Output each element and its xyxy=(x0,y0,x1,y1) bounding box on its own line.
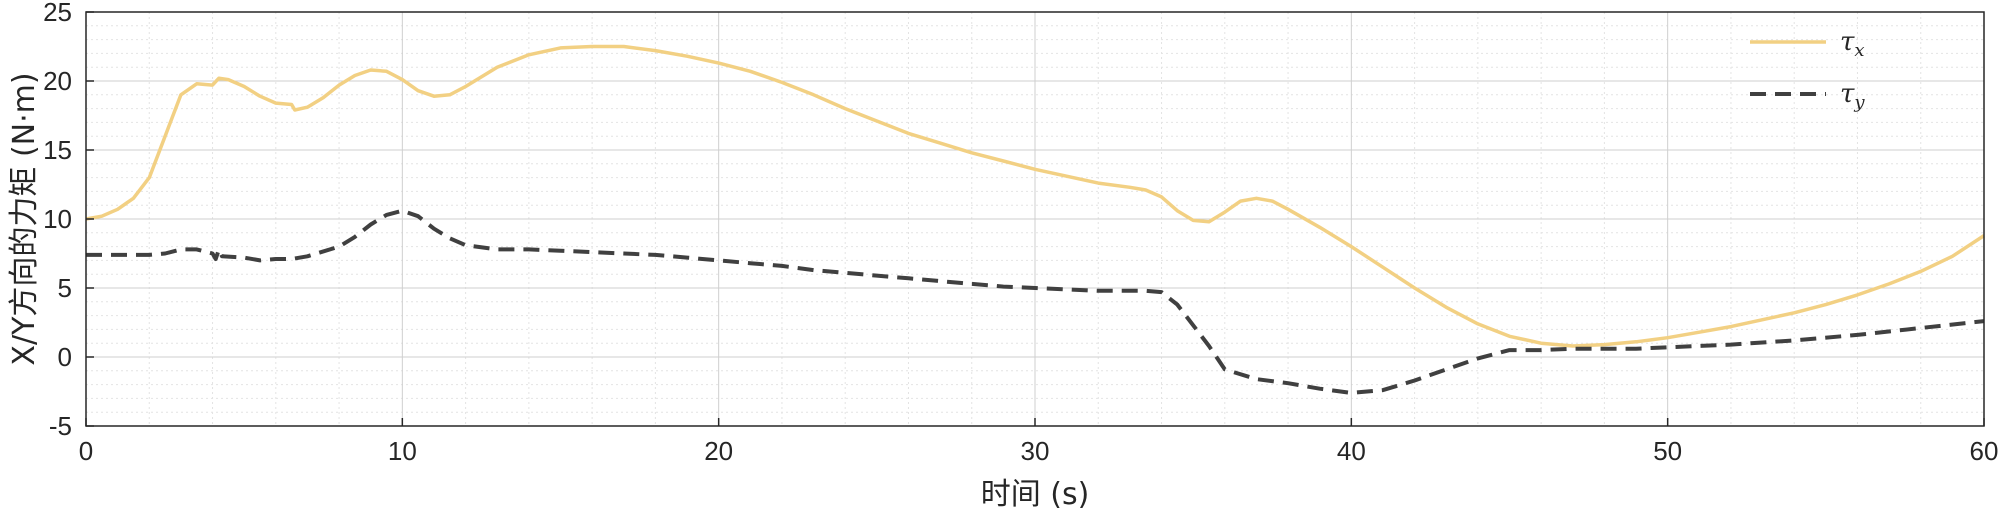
y-axis-label: X/Y方向的力矩 (N·m) xyxy=(7,72,42,365)
x-tick-label: 40 xyxy=(1337,436,1366,466)
x-tick-label: 60 xyxy=(1970,436,1999,466)
x-tick-label: 0 xyxy=(79,436,93,466)
series-line-τy xyxy=(86,208,1985,395)
x-axis-label: 时间 (s) xyxy=(981,477,1090,512)
x-tick-label: 10 xyxy=(388,436,417,466)
x-tick-label: 30 xyxy=(1021,436,1050,466)
legend-label-τy: τy xyxy=(1840,79,1865,113)
y-tick-label: 25 xyxy=(43,0,72,27)
y-tick-label: 20 xyxy=(43,66,72,96)
legend-label-τx: τx xyxy=(1840,27,1865,61)
y-tick-label: 15 xyxy=(43,135,72,165)
series-layer xyxy=(85,44,1985,395)
x-tick-label: 50 xyxy=(1653,436,1682,466)
x-tick-label: 20 xyxy=(704,436,733,466)
series-line-τx xyxy=(85,44,1985,348)
y-tick-label: 5 xyxy=(58,273,72,303)
legend: τx τy xyxy=(1750,27,1865,113)
y-tick-label: -5 xyxy=(49,411,72,441)
y-tick-label: 10 xyxy=(43,204,72,234)
y-tick-label: 0 xyxy=(58,342,72,372)
